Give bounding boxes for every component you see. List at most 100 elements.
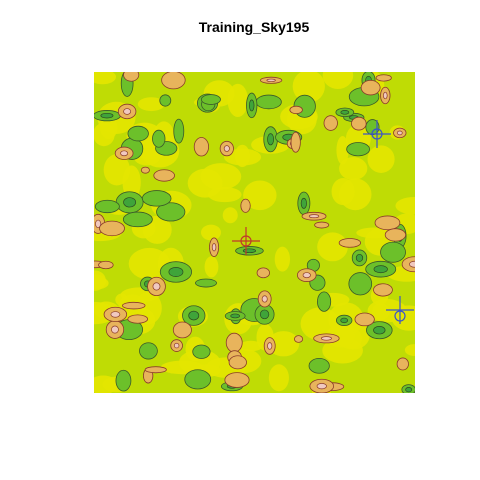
blob <box>261 295 268 303</box>
blob <box>139 342 158 360</box>
blob <box>274 246 291 272</box>
blob <box>372 303 390 321</box>
blob <box>110 311 121 318</box>
blob <box>115 293 129 306</box>
blob <box>401 256 415 273</box>
blob <box>395 196 415 215</box>
blob <box>340 110 350 115</box>
blob <box>184 369 212 390</box>
blob <box>153 169 175 182</box>
marker <box>232 227 260 255</box>
blob <box>137 97 165 112</box>
blob <box>173 342 180 349</box>
blob <box>267 331 300 357</box>
blob <box>317 232 348 262</box>
blob <box>404 344 415 356</box>
blob <box>200 224 222 241</box>
title: Training_Sky195 <box>199 19 310 35</box>
blob <box>123 197 137 208</box>
blob <box>188 310 200 321</box>
marker <box>386 296 414 324</box>
blob <box>228 355 247 370</box>
blob <box>256 267 270 279</box>
blob <box>144 366 167 374</box>
map <box>94 72 415 393</box>
blob <box>140 166 150 174</box>
blob <box>374 215 401 231</box>
blob <box>240 198 251 213</box>
blob <box>99 220 125 237</box>
blob <box>322 72 354 89</box>
halo-markers <box>232 120 414 324</box>
blob <box>320 336 332 341</box>
blob <box>396 130 403 136</box>
blob <box>123 108 131 115</box>
blob <box>396 357 409 371</box>
blob <box>193 137 210 157</box>
blob <box>111 325 119 334</box>
blob <box>234 144 250 168</box>
blob <box>354 312 375 327</box>
blob <box>300 307 340 341</box>
blob <box>94 199 120 214</box>
blob <box>339 156 368 181</box>
blob <box>115 369 132 392</box>
blob <box>211 243 217 252</box>
blob <box>316 383 327 390</box>
blob <box>100 112 114 119</box>
blob <box>248 99 255 112</box>
blob <box>367 145 395 173</box>
blob <box>94 72 117 85</box>
blob <box>172 321 192 339</box>
blob <box>289 105 303 115</box>
blob <box>152 129 166 148</box>
blob <box>336 136 349 165</box>
blob <box>409 260 415 268</box>
blob <box>94 277 109 290</box>
blob <box>290 131 301 153</box>
blob <box>95 219 102 229</box>
blob <box>243 180 277 211</box>
blob <box>168 267 184 277</box>
blob <box>223 145 230 152</box>
blob <box>259 309 270 320</box>
blob <box>230 313 240 319</box>
blob <box>195 278 217 288</box>
blob <box>141 190 172 207</box>
blob <box>222 207 238 224</box>
blob <box>317 291 332 312</box>
blob <box>323 115 338 131</box>
blob <box>127 125 149 142</box>
blob <box>187 168 223 198</box>
blob <box>267 133 275 146</box>
blob <box>314 221 330 229</box>
blob <box>373 325 386 335</box>
blob <box>122 301 146 310</box>
blob <box>338 238 362 248</box>
blob <box>120 150 129 157</box>
blob <box>152 282 161 291</box>
blob <box>375 74 392 82</box>
blob <box>94 375 119 393</box>
blob <box>242 248 257 254</box>
blob <box>255 94 282 110</box>
blob <box>192 344 211 359</box>
blob <box>122 211 153 228</box>
blobs <box>94 72 415 393</box>
blob <box>173 118 185 144</box>
blob <box>300 197 307 209</box>
blob <box>355 253 364 262</box>
blob <box>200 94 221 105</box>
blob <box>302 272 311 279</box>
blob <box>266 78 276 82</box>
blob <box>161 72 186 90</box>
blob <box>127 314 149 324</box>
blob <box>383 91 388 100</box>
blob <box>156 202 186 222</box>
blob <box>294 335 304 343</box>
blob <box>346 142 370 157</box>
blob <box>373 265 388 274</box>
blob <box>292 72 325 103</box>
blob <box>405 387 413 393</box>
